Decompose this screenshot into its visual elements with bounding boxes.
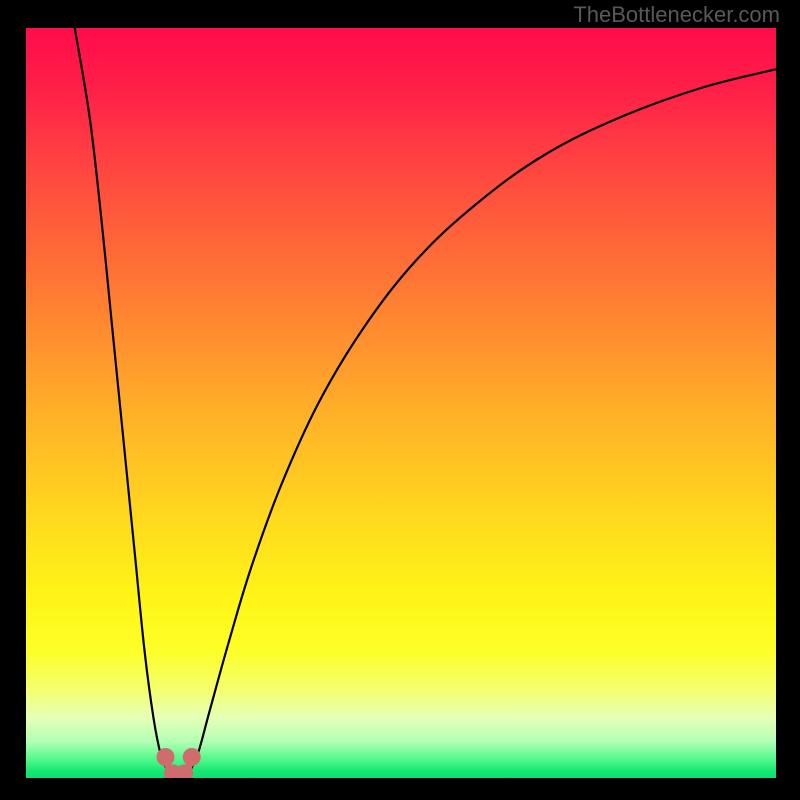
chart-frame: TheBottlenecker.com (0, 0, 800, 800)
curve-overlay (26, 28, 776, 778)
plot-area (26, 28, 776, 778)
watermark-text: TheBottlenecker.com (573, 2, 780, 28)
